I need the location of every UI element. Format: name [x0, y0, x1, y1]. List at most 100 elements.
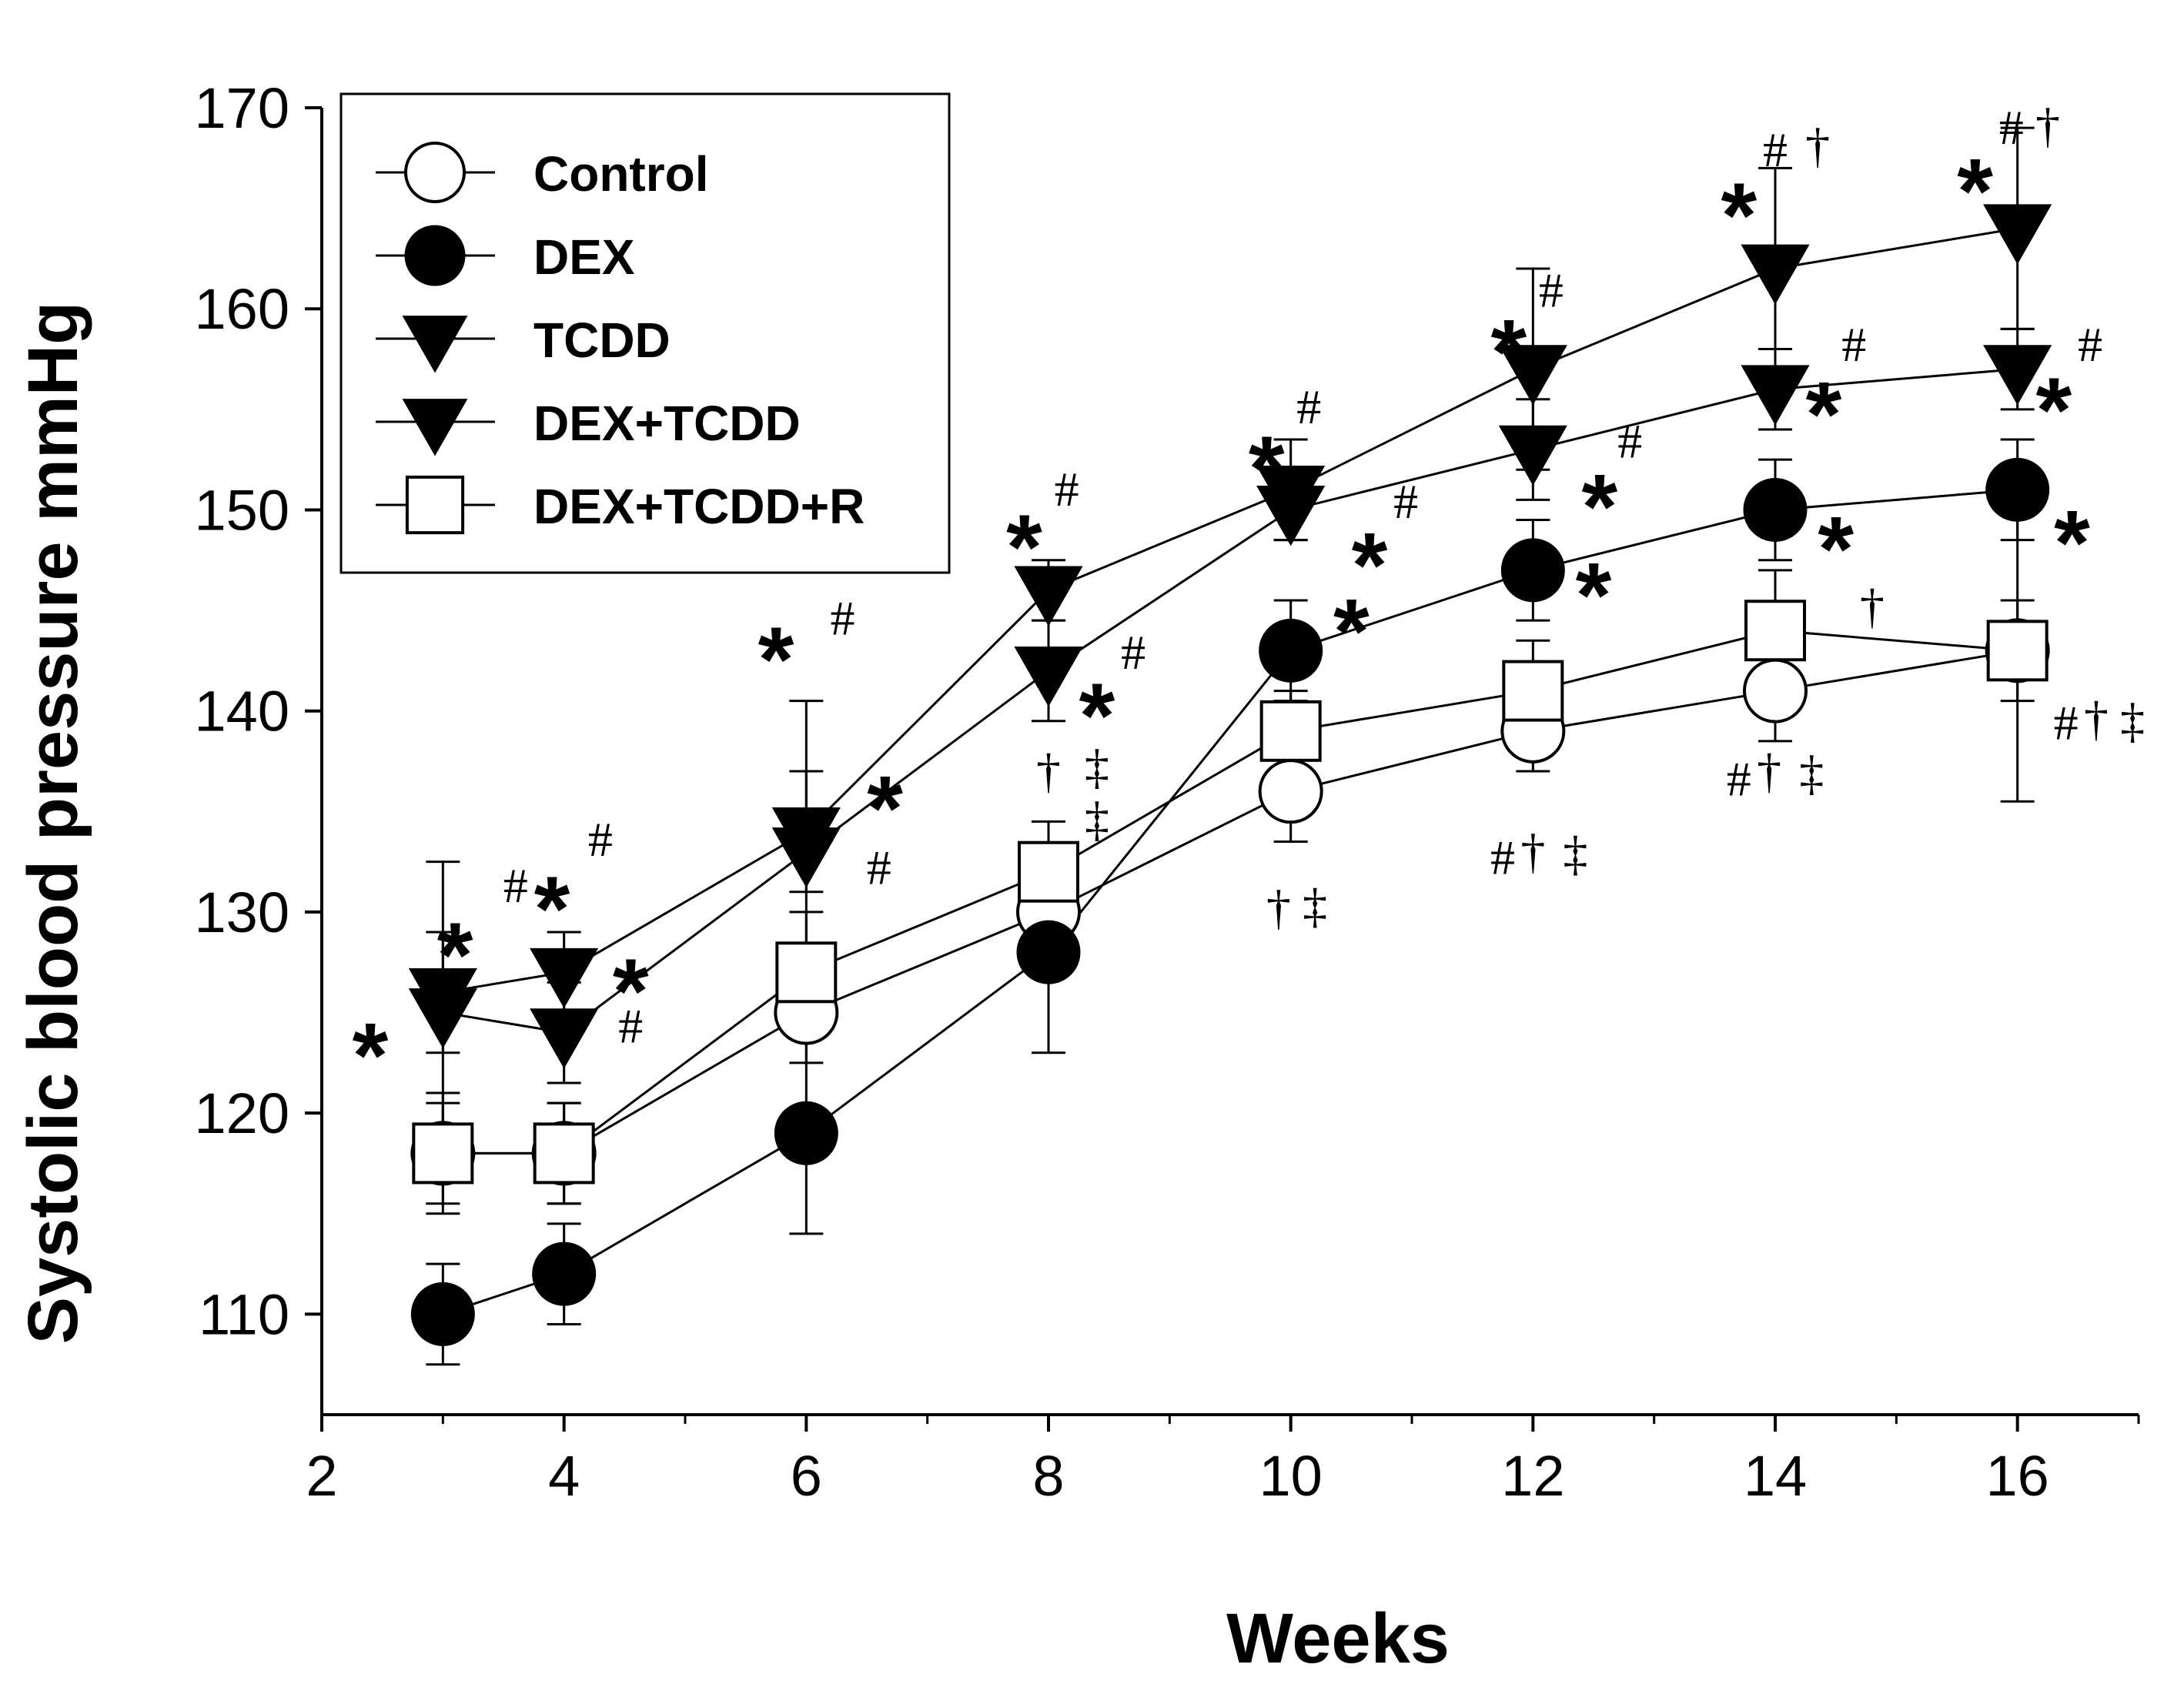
- legend-label-dex: DEX: [533, 229, 635, 285]
- data-point-dex-16: [1985, 457, 2050, 522]
- annotation-38: #: [1841, 317, 1866, 372]
- legend-label-dex-tcdd: DEX+TCDD: [533, 396, 801, 451]
- annotation-33: ‡: [1563, 826, 1587, 881]
- series-line-dex-tcdd: [443, 368, 2018, 1034]
- series-line-dex-tcdd-r: [443, 629, 2018, 1155]
- data-point-control-10: [1258, 759, 1323, 824]
- data-point-tcdd-6: [771, 807, 841, 868]
- data-point-tcdd-16: [1983, 204, 2052, 265]
- data-point-tcdd-12: [1498, 345, 1567, 406]
- annotation-32: †: [1520, 824, 1545, 878]
- data-point-dex-tcdd-r-14: [1744, 600, 1806, 662]
- legend-label-control: Control: [533, 146, 709, 202]
- annotation-35: #: [1763, 122, 1788, 177]
- annotation-4: *: [534, 857, 570, 961]
- data-point-dex-10: [1259, 618, 1323, 683]
- axes: [305, 106, 2140, 1432]
- legend-marker-dex: [404, 225, 466, 286]
- y-tick-label-120: 120: [195, 1081, 289, 1145]
- legend-marker-dex-tcdd-r: [405, 475, 465, 535]
- y-tick-label-110: 110: [199, 1282, 289, 1346]
- annotation-28: *: [1582, 456, 1618, 559]
- annotation-8: *: [758, 608, 794, 711]
- annotation-18: ‡: [1085, 792, 1109, 847]
- data-point-dex-4: [532, 1242, 597, 1306]
- y-tick-label-170: 170: [195, 76, 289, 140]
- data-point-dex-tcdd-r-16: [1986, 620, 2049, 682]
- x-tick-label-16: 16: [1986, 1444, 2049, 1508]
- annotation-45: #: [1999, 100, 2024, 155]
- annotation-26: *: [1491, 300, 1527, 403]
- annotation-19: *: [1249, 417, 1285, 520]
- annotation-37: *: [1806, 363, 1842, 466]
- annotation-52: ‡: [2120, 693, 2145, 748]
- data-point-dex-14: [1743, 477, 1808, 542]
- data-point-dex-3: [410, 1282, 475, 1346]
- annotation-0: *: [437, 904, 473, 1007]
- data-point-tcdd-14: [1741, 244, 1810, 305]
- annotation-2: *: [353, 1004, 389, 1108]
- annotation-31: #: [1490, 830, 1515, 884]
- legend: Control DEX TCDD DEX+TCDD DEX+TCDD+R: [339, 92, 951, 574]
- legend-label-dex-tcdd-r: DEX+TCDD+R: [533, 479, 865, 534]
- annotation-48: #: [2078, 317, 2102, 372]
- annotation-6: *: [613, 940, 649, 1043]
- data-point-dex-tcdd-r-4: [533, 1122, 595, 1185]
- x-tick-label-2: 2: [306, 1444, 337, 1508]
- annotation-42: †: [1757, 744, 1781, 798]
- annotation-12: *: [1006, 496, 1042, 599]
- data-point-dex-12: [1500, 538, 1565, 603]
- annotation-44: *: [1957, 139, 1993, 242]
- annotation-13: #: [1055, 462, 1079, 516]
- legend-label-tcdd: TCDD: [533, 312, 671, 368]
- annotation-15: #: [1121, 625, 1146, 680]
- annotation-20: #: [1296, 379, 1321, 434]
- tick-labels: 2 4 6 8 10 12 14 16 110 120 130 140 150 160 170: [195, 76, 2049, 1508]
- annotation-47: *: [2036, 359, 2072, 462]
- data-point-tcdd-10: [1256, 465, 1326, 526]
- data-point-dex-tcdd-16: [1983, 345, 2052, 406]
- series-line-tcdd: [443, 227, 2018, 994]
- annotation-21: *: [1352, 513, 1388, 617]
- x-tick-label-8: 8: [1032, 1444, 1064, 1508]
- data-point-tcdd-8: [1014, 566, 1083, 627]
- data-point-tcdd-3: [408, 968, 477, 1029]
- x-tick-label-4: 4: [548, 1444, 580, 1508]
- legend-marker-control: [404, 142, 466, 203]
- annotation-46: †: [2035, 98, 2060, 152]
- annotation-34: *: [1721, 164, 1757, 267]
- annotation-7: #: [618, 999, 643, 1054]
- y-tick-label-150: 150: [195, 478, 289, 542]
- data-point-dex-tcdd-r-10: [1259, 700, 1322, 762]
- annotation-41: #: [1727, 751, 1751, 806]
- data-point-dex-6: [774, 1101, 838, 1165]
- annotation-16: †: [1036, 744, 1061, 798]
- series-markers: [408, 204, 2052, 1346]
- annotation-24: †: [1266, 881, 1291, 935]
- x-axis-title: Weeks: [1226, 1599, 1450, 1678]
- series-lines: [442, 227, 2018, 1315]
- annotation-36: †: [1805, 119, 1830, 173]
- annotation-10: *: [867, 757, 903, 860]
- annotation-25: ‡: [1303, 878, 1327, 933]
- annotation-17: ‡: [1085, 740, 1109, 794]
- x-tick-label-6: 6: [791, 1444, 822, 1508]
- annotation-39: *: [1818, 497, 1854, 600]
- annotation-22: #: [1393, 474, 1418, 529]
- legend-marker-tcdd: [402, 316, 468, 373]
- data-point-tcdd-4: [530, 947, 599, 1009]
- annotation-43: ‡: [1799, 746, 1824, 800]
- annotation-40: †: [1860, 579, 1885, 633]
- x-tick-label-12: 12: [1501, 1444, 1564, 1508]
- series-line-control: [443, 649, 2018, 1155]
- data-point-dex-tcdd-r-12: [1502, 660, 1564, 722]
- y-tick-label-130: 130: [195, 881, 289, 944]
- annotation-50: #: [2054, 695, 2079, 750]
- legend-marker-dex-tcdd: [402, 399, 468, 456]
- data-point-dex-tcdd-8: [1014, 647, 1083, 707]
- y-tick-label-140: 140: [195, 680, 289, 744]
- annotation-1: #: [503, 858, 528, 913]
- y-axis-title: Systolic blood pressure mmHg: [14, 302, 92, 1345]
- data-point-dex-tcdd-r-8: [1018, 840, 1079, 903]
